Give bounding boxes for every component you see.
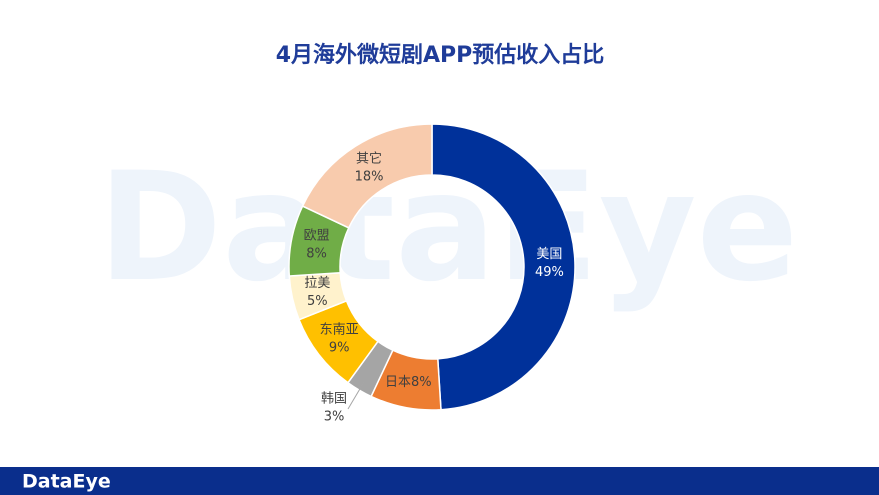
value-label: 8% bbox=[306, 246, 327, 261]
footer-bar bbox=[0, 467, 879, 495]
value-label: 8% bbox=[411, 375, 432, 390]
value-label: 49% bbox=[535, 265, 564, 280]
slice-label: 韩国 bbox=[321, 392, 347, 407]
slice-label: 美国 bbox=[536, 247, 562, 262]
slice bbox=[301, 123, 433, 229]
slice-label: 拉美 bbox=[304, 276, 330, 291]
slice-label: 其它 bbox=[356, 150, 382, 166]
value-label: 18% bbox=[355, 169, 384, 184]
value-label: 9% bbox=[329, 341, 350, 356]
slice-label: 东南亚 bbox=[320, 322, 359, 338]
slice-label: 欧盟 bbox=[304, 228, 330, 243]
chart-title: 4月海外微短剧APP预估收入占比 bbox=[276, 42, 605, 68]
leader-line bbox=[347, 381, 365, 410]
value-label: 3% bbox=[324, 410, 345, 425]
slice bbox=[431, 123, 576, 411]
slice-label: 日本 bbox=[385, 375, 411, 390]
footer-logo: DataEye bbox=[22, 471, 111, 493]
value-label: 5% bbox=[307, 294, 328, 309]
